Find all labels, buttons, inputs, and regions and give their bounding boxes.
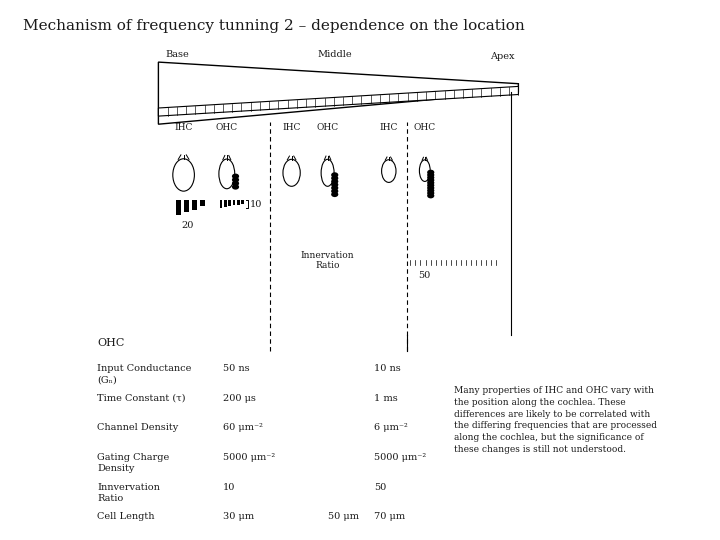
Text: IHC: IHC <box>282 123 301 132</box>
Circle shape <box>427 180 434 185</box>
Circle shape <box>232 184 239 190</box>
Circle shape <box>232 173 239 179</box>
Text: 200 μs: 200 μs <box>223 394 256 403</box>
Text: 70 μm: 70 μm <box>374 512 405 522</box>
Text: Innervation
Ratio: Innervation Ratio <box>301 251 354 271</box>
Text: 10 ns: 10 ns <box>374 364 401 373</box>
Text: 20: 20 <box>181 221 194 231</box>
Text: 50 μm: 50 μm <box>328 512 359 522</box>
Text: IHC: IHC <box>379 123 398 132</box>
Circle shape <box>427 183 434 188</box>
Bar <box>220 200 222 208</box>
Text: Apex: Apex <box>490 52 515 61</box>
Text: 5000 μm⁻²: 5000 μm⁻² <box>374 453 426 462</box>
Bar <box>176 200 181 215</box>
Bar <box>192 200 197 210</box>
Circle shape <box>331 176 338 181</box>
Circle shape <box>427 188 434 193</box>
Text: Time Constant (τ): Time Constant (τ) <box>97 394 186 403</box>
Circle shape <box>427 170 434 175</box>
Text: OHC: OHC <box>414 123 436 132</box>
Text: OHC: OHC <box>317 123 338 132</box>
Text: 50: 50 <box>374 483 387 492</box>
Text: 30 μm: 30 μm <box>223 512 254 522</box>
Text: 50: 50 <box>418 271 431 280</box>
Circle shape <box>427 172 434 178</box>
Text: OHC: OHC <box>216 123 238 132</box>
Text: 1 ms: 1 ms <box>374 394 398 403</box>
Text: 60 μm⁻²: 60 μm⁻² <box>223 423 263 433</box>
Text: Gating Charge
Density: Gating Charge Density <box>97 453 169 473</box>
Bar <box>241 200 244 204</box>
Circle shape <box>331 185 338 191</box>
Bar <box>224 200 227 207</box>
Circle shape <box>232 177 239 183</box>
Text: Many properties of IHC and OHC vary with
the position along the cochlea. These
d: Many properties of IHC and OHC vary with… <box>454 386 657 454</box>
Circle shape <box>427 185 434 191</box>
Bar <box>228 200 231 206</box>
Text: 50 ns: 50 ns <box>223 364 250 373</box>
Text: Innvervation
Ratio: Innvervation Ratio <box>97 483 160 503</box>
Circle shape <box>331 192 338 197</box>
Text: IHC: IHC <box>174 123 193 132</box>
Bar <box>237 200 240 205</box>
Bar <box>184 200 189 212</box>
Text: Channel Density: Channel Density <box>97 423 179 433</box>
Text: Cell Length: Cell Length <box>97 512 155 522</box>
Circle shape <box>427 191 434 196</box>
Text: Mechanism of frequency tunning 2 – dependence on the location: Mechanism of frequency tunning 2 – depen… <box>23 19 524 33</box>
Text: 5000 μm⁻²: 5000 μm⁻² <box>223 453 275 462</box>
Text: Middle: Middle <box>318 50 352 59</box>
Bar <box>233 200 235 205</box>
Circle shape <box>427 193 434 198</box>
Text: 10: 10 <box>223 483 235 492</box>
Text: Base: Base <box>166 50 189 59</box>
Circle shape <box>331 188 338 194</box>
Text: 6 μm⁻²: 6 μm⁻² <box>374 423 408 433</box>
Circle shape <box>331 172 338 178</box>
Text: Input Conductance
(Gₙ): Input Conductance (Gₙ) <box>97 364 192 384</box>
Circle shape <box>331 182 338 187</box>
Bar <box>200 200 205 206</box>
Circle shape <box>331 179 338 184</box>
Text: 10: 10 <box>250 200 262 208</box>
Text: OHC: OHC <box>97 338 125 348</box>
Polygon shape <box>158 86 518 116</box>
Circle shape <box>232 181 239 186</box>
Circle shape <box>427 178 434 183</box>
Circle shape <box>427 175 434 180</box>
